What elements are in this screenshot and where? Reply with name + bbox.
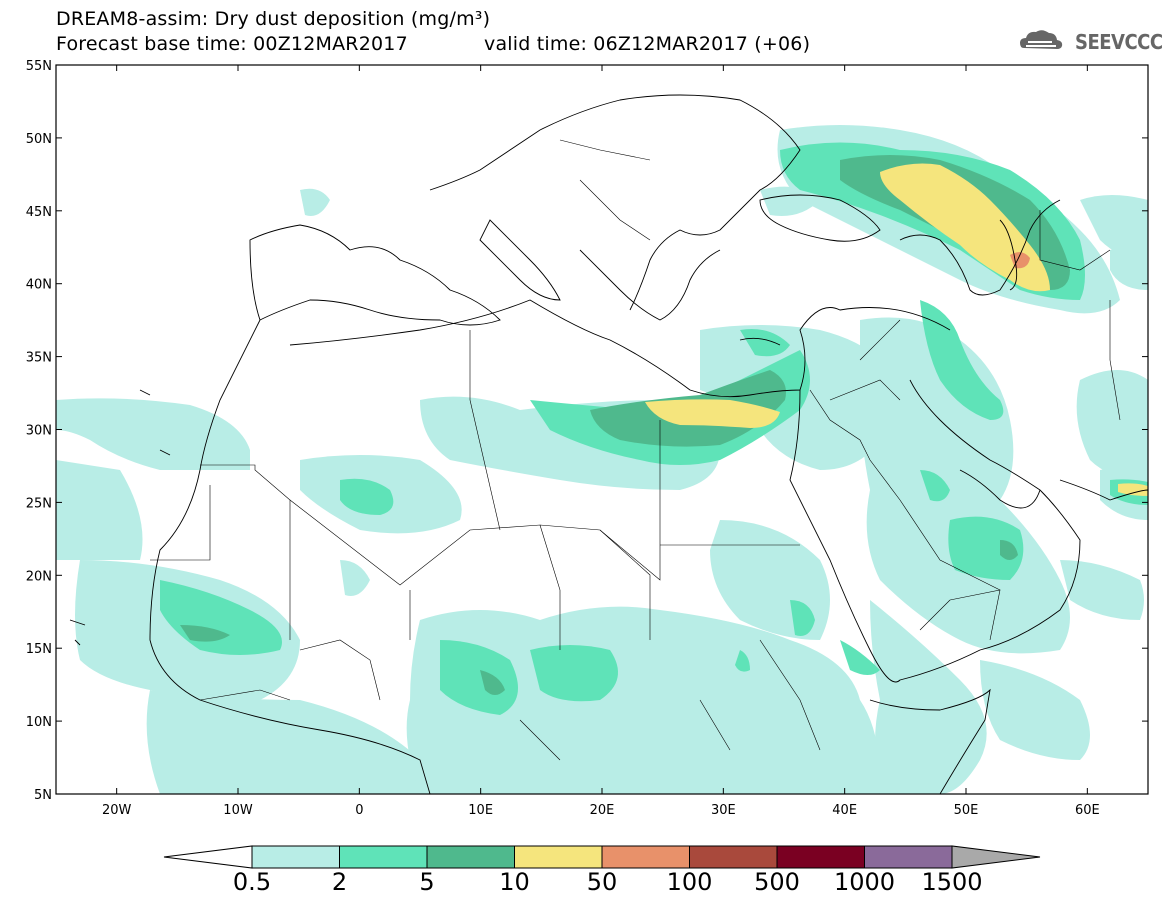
lat-tick-label: 25N [26, 496, 52, 511]
lat-tick-label: 40N [26, 278, 52, 293]
lon-tick-label: 40E [832, 803, 857, 818]
lat-tick-label: 5N [34, 788, 52, 803]
colorbar-bin [514, 845, 603, 869]
colorbar-label: 50 [586, 868, 618, 896]
lon-tick-label: 10E [468, 803, 493, 818]
lat-tick-label: 50N [26, 132, 52, 147]
country-borders [150, 139, 1121, 761]
lat-tick-label: 20N [26, 569, 52, 584]
lon-tick-label: 50E [954, 803, 979, 818]
lat-tick-label: 15N [26, 642, 52, 657]
colorbar-bin [864, 845, 953, 869]
colorbar-label: 10 [499, 868, 530, 896]
colorbar-label: 1000 [833, 868, 896, 896]
dust-deposition-field [56, 125, 1148, 794]
colorbar-label: 5 [419, 868, 435, 896]
lat-tick-label: 35N [26, 351, 52, 366]
longitude-ticks: 20W 10W 0 10E 20E 30E 40E 50E 60E [102, 65, 1100, 818]
lon-tick-label: 20W [102, 803, 132, 818]
lon-tick-label: 10W [223, 803, 253, 818]
colorbar-bin [426, 845, 515, 869]
colorbar-bin [776, 845, 865, 869]
colorbar-bin [601, 845, 690, 869]
lat-tick-label: 30N [26, 424, 52, 439]
colorbar-label: 500 [754, 868, 800, 896]
seevccc-logo: SEEVCCC [1075, 30, 1163, 54]
lon-tick-label: 20E [590, 803, 615, 818]
valid-time: valid time: 06Z12MAR2017 (+06) [484, 33, 811, 55]
map-title: DREAM8-assim: Dry dust deposition (mg/m³… [56, 8, 491, 30]
colorbar-high-extend [951, 845, 1041, 869]
lat-tick-label: 10N [26, 715, 52, 730]
latitude-ticks: 55N 50N 45N 40N 35N 30N 25N 20N 15N 10N 5N [26, 59, 1148, 803]
coastlines [69, 94, 1148, 794]
colorbar-bin [339, 845, 428, 869]
forecast-base-time: Forecast base time: 00Z12MAR2017 [56, 33, 408, 55]
lon-tick-label: 60E [1075, 803, 1100, 818]
lat-tick-label: 55N [26, 59, 52, 74]
lat-tick-label: 45N [26, 205, 52, 220]
colorbar-label: 2 [331, 868, 348, 896]
colorbar-label: 0.5 [232, 868, 272, 896]
lon-tick-label: 30E [711, 803, 736, 818]
lon-tick-label: 0 [355, 803, 363, 818]
colorbar [163, 845, 1041, 869]
colorbar-label: 100 [666, 868, 713, 896]
colorbar-low-extend [163, 845, 253, 869]
colorbar-bin [689, 845, 778, 869]
colorbar-bin [251, 845, 340, 869]
cloud-icon [1020, 30, 1063, 49]
colorbar-label: 1500 [921, 868, 983, 896]
